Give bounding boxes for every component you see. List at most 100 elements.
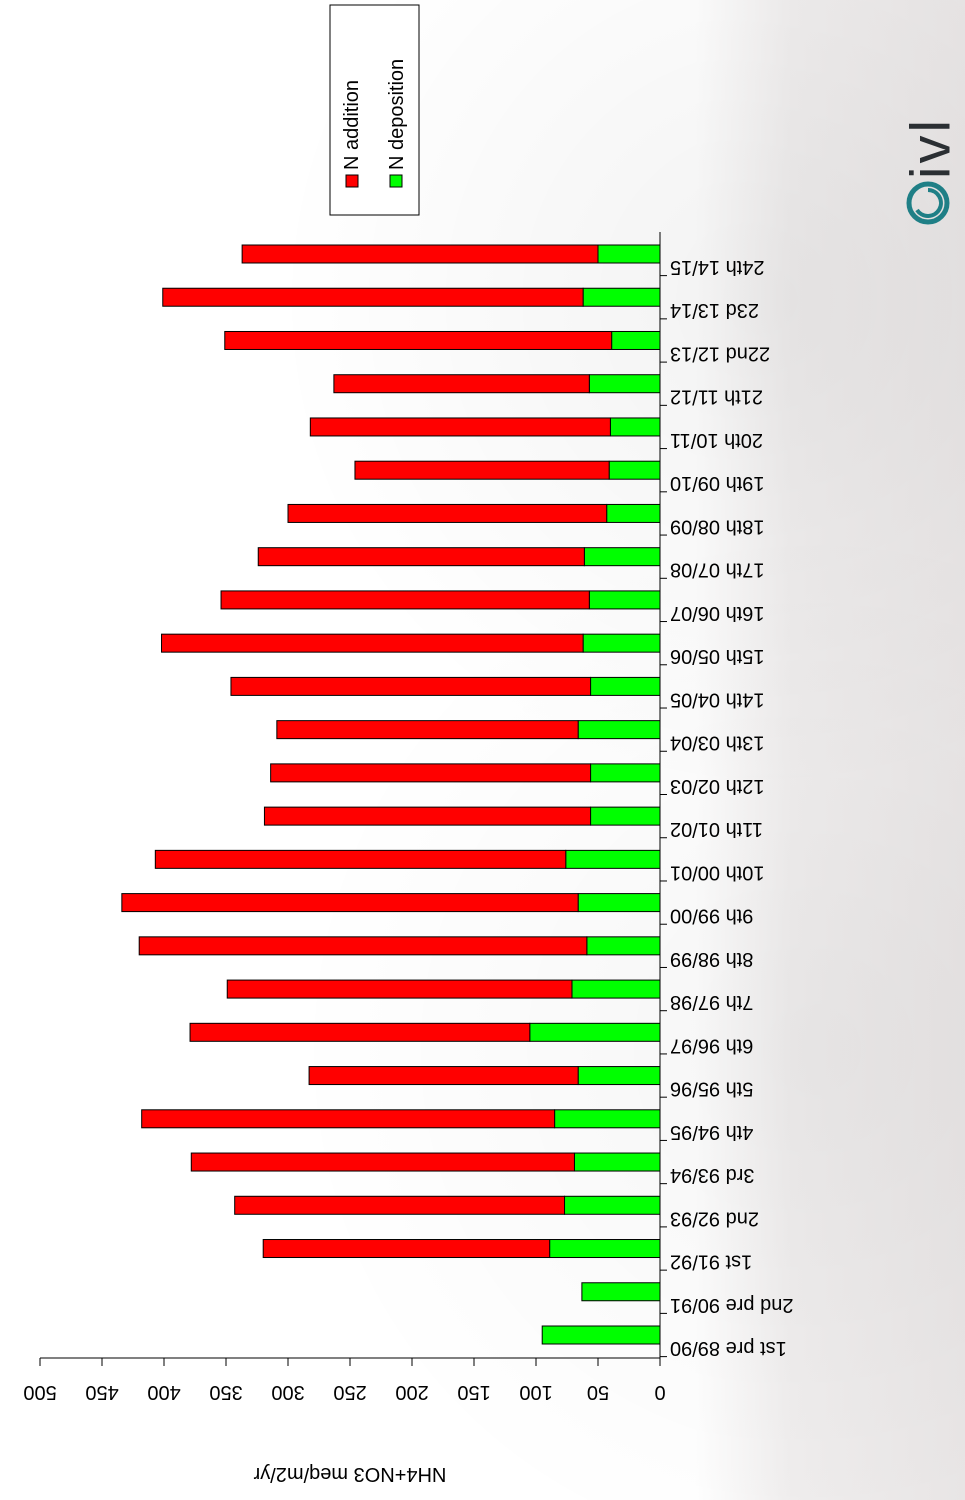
bar-n-addition: [224, 330, 613, 350]
bar-n-deposition: [597, 244, 661, 264]
bar-n-deposition: [549, 1239, 661, 1259]
bar-n-deposition: [577, 893, 661, 913]
category-label: 4th 94/95: [670, 1121, 753, 1143]
bar-n-deposition: [606, 503, 661, 523]
category-label: 20th 10/11: [670, 429, 763, 451]
bar-n-addition: [141, 1109, 556, 1129]
value-axis-title: NH4+NO3 meq/m2/yr: [253, 1463, 446, 1485]
bar-n-addition: [262, 1239, 551, 1259]
bar-n-deposition: [577, 720, 661, 740]
bar-n-addition: [257, 547, 585, 567]
bar-n-addition: [309, 417, 611, 437]
bar-n-deposition: [554, 1109, 661, 1129]
category-label: 22nd 12/13: [670, 342, 770, 364]
category-label: 2nd 92/93: [670, 1207, 759, 1229]
bar-n-addition: [276, 720, 579, 740]
bar-n-deposition: [611, 330, 661, 350]
bar-n-deposition: [564, 1195, 661, 1215]
category-label: 17th 07/08: [670, 559, 765, 581]
legend: N addition N deposition: [329, 4, 420, 216]
category-label: 1st 91/92: [670, 1251, 752, 1273]
category-label: 3rd 93/94: [670, 1164, 755, 1186]
category-label: 14th 04/05: [670, 688, 765, 710]
bar-n-deposition: [590, 763, 661, 783]
bar-n-deposition: [588, 374, 661, 394]
legend-swatch-n-deposition: [389, 174, 403, 188]
bar-n-addition: [161, 633, 584, 653]
bar-n-addition: [241, 244, 599, 264]
value-tick-label: 450: [85, 1381, 118, 1403]
bar-n-addition: [308, 1066, 579, 1086]
logo-ring-icon: [906, 181, 950, 225]
bar-n-deposition: [586, 936, 661, 956]
legend-box: [329, 4, 420, 216]
value-tick-label: 300: [271, 1381, 304, 1403]
value-tick-label: 250: [333, 1381, 366, 1403]
bar-n-deposition: [573, 1152, 661, 1172]
category-label: 11th 01/02: [670, 818, 763, 840]
bar-n-addition: [154, 849, 567, 869]
bar-n-deposition: [588, 590, 661, 610]
bar-n-deposition: [582, 287, 661, 307]
legend-swatch-n-addition: [345, 174, 359, 188]
legend-label-n-addition: N addition: [341, 80, 363, 170]
bar-n-addition: [189, 1022, 531, 1042]
category-label: 24th 14/15: [670, 256, 765, 278]
value-tick-label: 150: [457, 1381, 490, 1403]
category-label: 8th 98/99: [670, 948, 753, 970]
category-label: 23d 13/14: [670, 299, 759, 321]
category-label: 21th 11/12: [670, 386, 763, 408]
category-label: 19th 09/10: [670, 472, 765, 494]
bar-n-addition: [263, 806, 592, 826]
bar-n-deposition: [577, 1066, 661, 1086]
bar-n-deposition: [581, 1282, 661, 1302]
category-label: 18th 08/09: [670, 515, 765, 537]
legend-label-n-deposition: N deposition: [386, 59, 408, 170]
bar-n-addition: [354, 460, 610, 480]
bar-n-addition: [121, 893, 579, 913]
category-label: 6th 96/97: [670, 1034, 753, 1056]
bar-n-deposition: [608, 460, 661, 480]
category-label: 9th 99/00: [670, 905, 753, 927]
bar-n-deposition: [590, 806, 661, 826]
value-tick-label: 500: [23, 1381, 56, 1403]
bar-n-deposition: [583, 547, 661, 567]
bar-n-addition: [287, 503, 608, 523]
value-tick-label: 350: [209, 1381, 242, 1403]
category-label: 2nd pre 90/91: [670, 1294, 793, 1316]
bar-n-addition: [162, 287, 584, 307]
category-label: 13th 03/04: [670, 732, 765, 754]
category-label: 15th 05/06: [670, 645, 765, 667]
value-tick-label: 400: [147, 1381, 180, 1403]
bar-n-deposition: [529, 1022, 661, 1042]
bar-n-addition: [226, 979, 573, 999]
value-tick-label: 200: [395, 1381, 428, 1403]
category-label: 5th 95/96: [670, 1078, 753, 1100]
category-label: 1st pre 89/90: [670, 1337, 787, 1359]
bar-n-addition: [190, 1152, 575, 1172]
category-label: 16th 06/07: [670, 602, 765, 624]
category-label: 10th 00/01: [670, 861, 765, 883]
category-labels: 1st pre 89/90 2nd pre 90/91 1st 91/92 2nd 9…: [670, 256, 793, 1359]
ivl-logo: ivl: [898, 117, 962, 179]
bar-n-addition: [270, 763, 592, 783]
bar-n-deposition: [590, 676, 661, 696]
bar-n-deposition: [609, 417, 661, 437]
bar-n-addition: [220, 590, 590, 610]
value-tick-label: 100: [519, 1381, 552, 1403]
value-axis: 0 50 100 150 200 250 300 350 400 450 500: [23, 232, 667, 1403]
category-label: 12th 02/03: [670, 775, 765, 797]
value-tick-label: 50: [587, 1381, 609, 1403]
bar-n-deposition: [565, 849, 661, 869]
bar-n-deposition: [582, 633, 661, 653]
bar-n-addition: [230, 676, 592, 696]
category-label: 7th 97/98: [670, 991, 753, 1013]
bar-n-deposition: [571, 979, 661, 999]
bar-n-addition: [138, 936, 588, 956]
bar-n-addition: [333, 374, 590, 394]
value-tick-label: 0: [654, 1381, 665, 1403]
bar-n-addition: [234, 1195, 566, 1215]
bar-n-deposition: [541, 1325, 661, 1345]
plot-area: [121, 244, 661, 1345]
